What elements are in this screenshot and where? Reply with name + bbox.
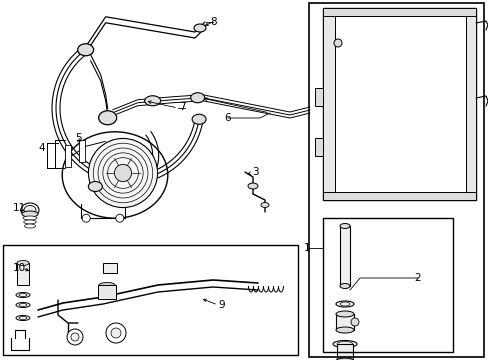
- Text: 8: 8: [210, 17, 217, 27]
- Circle shape: [114, 165, 131, 182]
- Bar: [98, 285, 116, 299]
- Ellipse shape: [88, 181, 102, 192]
- Circle shape: [111, 328, 121, 338]
- Text: 5: 5: [76, 133, 82, 143]
- Ellipse shape: [19, 303, 27, 306]
- Bar: [335, 314, 353, 330]
- Bar: [323, 192, 475, 200]
- Text: 10: 10: [12, 263, 25, 273]
- Circle shape: [88, 139, 157, 208]
- Ellipse shape: [23, 216, 37, 220]
- Circle shape: [67, 329, 83, 345]
- Bar: [465, 8, 475, 200]
- Bar: [323, 8, 475, 16]
- Ellipse shape: [24, 220, 36, 224]
- Circle shape: [333, 39, 341, 47]
- Ellipse shape: [24, 224, 36, 228]
- Ellipse shape: [21, 203, 39, 217]
- Ellipse shape: [99, 111, 117, 125]
- Text: 3: 3: [251, 167, 258, 177]
- Bar: [336, 344, 352, 360]
- Circle shape: [71, 333, 79, 341]
- Ellipse shape: [144, 96, 161, 106]
- Ellipse shape: [339, 284, 349, 288]
- Ellipse shape: [16, 302, 30, 307]
- Text: 6: 6: [224, 113, 231, 123]
- Ellipse shape: [17, 261, 29, 266]
- Bar: [314, 138, 323, 156]
- Ellipse shape: [190, 93, 204, 103]
- Ellipse shape: [332, 341, 356, 347]
- Ellipse shape: [24, 206, 36, 215]
- Bar: [334, 16, 465, 192]
- Ellipse shape: [339, 224, 349, 229]
- Ellipse shape: [22, 211, 38, 217]
- Bar: [308, 3, 483, 357]
- Ellipse shape: [336, 342, 352, 346]
- Bar: [323, 218, 452, 352]
- Bar: [323, 8, 334, 200]
- Circle shape: [350, 318, 358, 326]
- Text: 11: 11: [12, 203, 25, 213]
- Ellipse shape: [339, 302, 349, 306]
- Text: 7: 7: [178, 102, 185, 112]
- Ellipse shape: [192, 114, 206, 124]
- Ellipse shape: [194, 24, 205, 32]
- Ellipse shape: [335, 327, 353, 333]
- Ellipse shape: [261, 202, 268, 207]
- Ellipse shape: [335, 311, 353, 317]
- Bar: [339, 226, 349, 286]
- Ellipse shape: [247, 183, 258, 189]
- Bar: [3, 245, 297, 355]
- Bar: [103, 263, 117, 273]
- Bar: [79, 140, 85, 162]
- Text: 9: 9: [218, 300, 225, 310]
- Ellipse shape: [78, 44, 94, 56]
- Bar: [323, 8, 475, 200]
- Ellipse shape: [334, 358, 354, 360]
- Ellipse shape: [99, 283, 115, 288]
- Text: 1: 1: [303, 243, 310, 253]
- Circle shape: [116, 214, 123, 222]
- Bar: [17, 263, 29, 285]
- Circle shape: [106, 323, 126, 343]
- Bar: [65, 145, 71, 167]
- Ellipse shape: [19, 293, 27, 297]
- Ellipse shape: [16, 292, 30, 297]
- Text: 2: 2: [414, 273, 421, 283]
- Ellipse shape: [19, 316, 27, 320]
- Circle shape: [82, 214, 90, 222]
- Text: 4: 4: [39, 143, 45, 153]
- Ellipse shape: [62, 132, 167, 218]
- Ellipse shape: [16, 315, 30, 320]
- Ellipse shape: [335, 301, 353, 307]
- Bar: [314, 88, 323, 106]
